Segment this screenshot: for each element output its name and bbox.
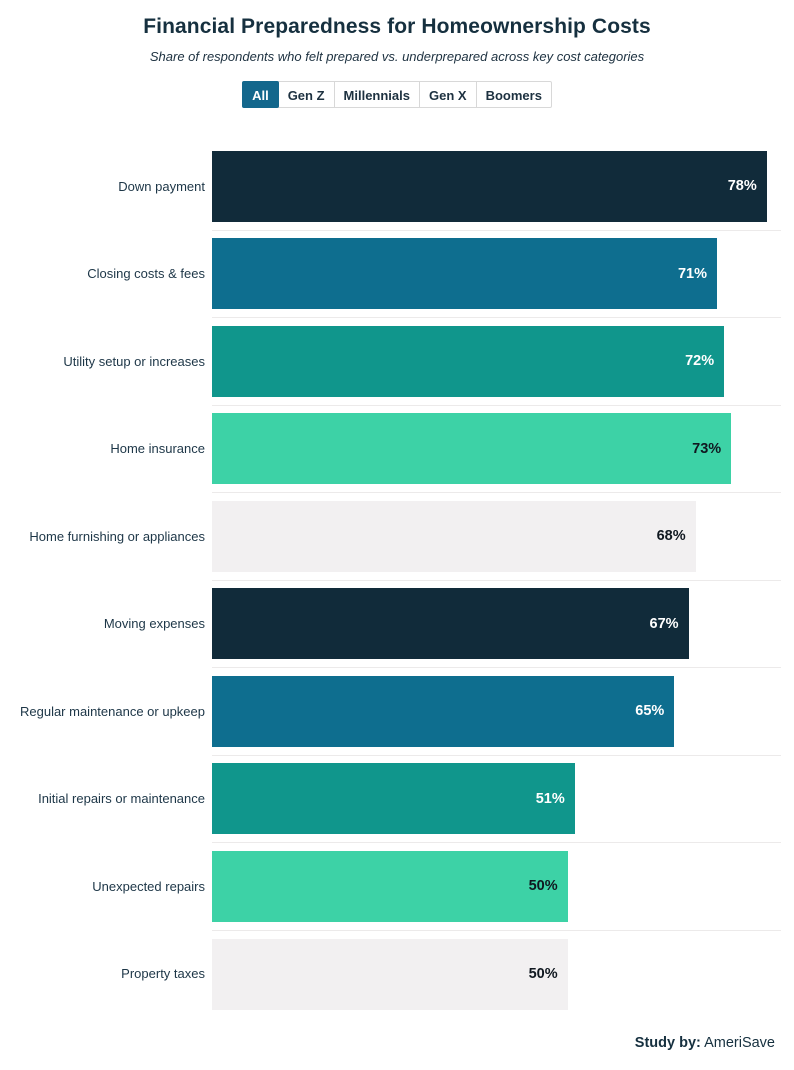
category-label: Home insurance: [110, 441, 205, 457]
generation-filter-tabs: All Gen Z Millennials Gen X Boomers: [0, 81, 794, 108]
study-by-label: Study by:: [634, 1035, 701, 1051]
bar-track: 67%: [212, 581, 781, 668]
bar: 65%: [212, 675, 675, 747]
bar: 71%: [212, 238, 717, 310]
bar-value-label: 67%: [649, 615, 679, 632]
bar-value-label: 50%: [528, 878, 558, 895]
bar-track: 78%: [212, 143, 781, 231]
bar: 51%: [212, 763, 575, 835]
bar: 50%: [212, 938, 568, 1010]
bar: 67%: [212, 588, 689, 660]
category-label: Property taxes: [121, 966, 205, 982]
bar-track: 68%: [212, 493, 781, 581]
tab-boomers[interactable]: Boomers: [475, 81, 552, 108]
bar-value-label: 78%: [727, 178, 757, 195]
category-label: Utility setup or increases: [63, 353, 205, 369]
category-label: Initial repairs or maintenance: [38, 791, 205, 807]
category-label: Closing costs & fees: [87, 266, 205, 282]
bar-track: 51%: [212, 756, 781, 843]
chart-row: Initial repairs or maintenance 51%: [0, 756, 794, 843]
chart-row: Home insurance 73%: [0, 406, 794, 493]
bar-value-label: 51%: [535, 790, 565, 807]
bar: 50%: [212, 850, 568, 922]
category-label: Unexpected repairs: [92, 878, 205, 894]
bar-track: 65%: [212, 668, 781, 756]
category-label: Regular maintenance or upkeep: [19, 703, 205, 719]
bar: 72%: [212, 325, 725, 397]
tab-gen-z[interactable]: Gen Z: [277, 81, 335, 108]
chart-row: Unexpected repairs 50%: [0, 843, 794, 931]
infographic-page: Financial Preparedness for Homeownership…: [0, 14, 794, 1051]
bar: 68%: [212, 500, 696, 572]
bar-track: 50%: [212, 931, 781, 1019]
chart-subtitle: Share of respondents who felt prepared v…: [149, 49, 645, 64]
bar-track: 73%: [212, 406, 781, 493]
chart-row: Moving expenses 67%: [0, 581, 794, 668]
bar-value-label: 73%: [692, 440, 722, 457]
bar-value-label: 50%: [528, 966, 558, 983]
study-by-value: AmeriSave: [704, 1035, 775, 1051]
bar-value-label: 68%: [656, 528, 686, 545]
bar-value-label: 65%: [635, 703, 665, 720]
category-label: Moving expenses: [103, 616, 205, 632]
bar-value-label: 72%: [685, 353, 715, 370]
chart-row: Property taxes 50%: [0, 931, 794, 1019]
bar-value-label: 71%: [677, 265, 707, 282]
category-label: Down payment: [118, 178, 205, 194]
page-title: Financial Preparedness for Homeownership…: [143, 15, 651, 38]
bar-track: 71%: [212, 231, 781, 318]
tab-millennials[interactable]: Millennials: [333, 81, 420, 108]
chart-row: Down payment 78%: [0, 143, 794, 231]
chart-row: Utility setup or increases 72%: [0, 318, 794, 406]
horizontal-bar-chart: Down payment 78% Closing costs & fees 71% Ut…: [0, 143, 794, 1018]
tab-all[interactable]: All: [242, 81, 279, 108]
category-label: Home furnishing or appliances: [29, 528, 205, 544]
bar-track: 72%: [212, 318, 781, 406]
chart-row: Closing costs & fees 71%: [0, 231, 794, 318]
bar: 78%: [212, 150, 767, 222]
chart-row: Home furnishing or appliances 68%: [0, 493, 794, 581]
bar-track: 50%: [212, 843, 781, 931]
study-credit: Study by: AmeriSave: [635, 1035, 775, 1051]
chart-row: Regular maintenance or upkeep 65%: [0, 668, 794, 756]
tab-gen-x[interactable]: Gen X: [419, 81, 477, 108]
bar: 73%: [212, 413, 732, 485]
